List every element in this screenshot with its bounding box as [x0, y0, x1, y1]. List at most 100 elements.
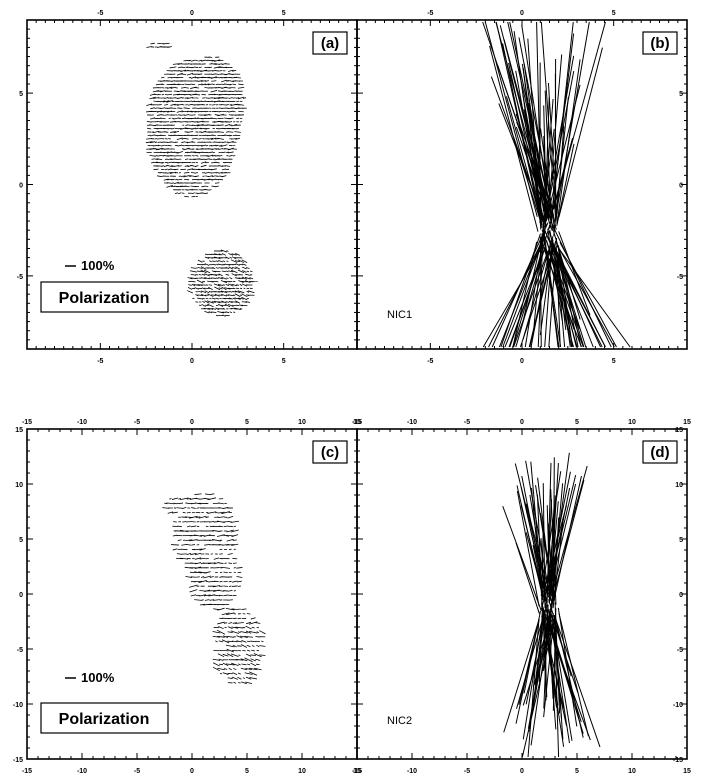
polarization-vector [145, 141, 153, 144]
polarization-vector [174, 158, 179, 160]
polarization-vector [236, 635, 243, 639]
polarization-vector [185, 575, 193, 579]
x-tick-label-top: -10 [77, 419, 87, 426]
polarization-vector [214, 110, 221, 113]
polarization-line [522, 240, 552, 340]
polarization-vector [246, 640, 251, 643]
x-tick-label-top: 5 [282, 10, 286, 17]
polarization-vector [189, 270, 197, 273]
polarization-line [555, 245, 561, 348]
polarization-map [162, 493, 266, 685]
polarization-vector [167, 93, 173, 96]
polarization-vector [204, 599, 210, 601]
polarization-vector [166, 164, 173, 168]
polarization-vector [153, 168, 159, 171]
polarization-vector [215, 185, 219, 188]
polarization-vector [226, 544, 235, 546]
polarization-vector [200, 114, 207, 116]
polarization-vector [226, 277, 229, 279]
x-tick-label-bottom: 10 [628, 768, 636, 775]
polarization-vector [231, 273, 237, 277]
polarization-vector [247, 663, 251, 666]
polarization-vector [177, 539, 182, 542]
polarization-line [556, 59, 581, 225]
polarization-vector [176, 103, 183, 106]
polarization-vector [231, 534, 239, 537]
polarization-vector [235, 626, 244, 629]
polarization-vector [246, 649, 251, 652]
polarization-vector [163, 110, 170, 113]
polarization-vector [164, 131, 169, 133]
polarization-line [556, 244, 615, 348]
polarization-vector [246, 290, 250, 293]
polarization-vector [253, 653, 262, 658]
polarization-vector [232, 580, 238, 583]
polarization-vector [230, 269, 238, 273]
x-tick-label-bottom: 15 [683, 768, 691, 775]
polarization-vector [204, 589, 211, 592]
polarization-vector [235, 253, 241, 256]
polarization-vector [231, 90, 237, 93]
polarization-vector [212, 599, 220, 601]
polarization-vector [236, 284, 240, 286]
polarization-vector [234, 307, 242, 311]
polarization-vector [161, 93, 165, 96]
polarization-vector [183, 175, 190, 178]
polarization-vector [200, 192, 207, 194]
polarization-line [532, 607, 547, 705]
polarization-vector [195, 165, 199, 167]
polarization-vector [226, 648, 234, 653]
polarization-vector [213, 97, 221, 99]
polarization-line [484, 21, 538, 217]
polarization-vector [203, 594, 211, 597]
polarization-vector [241, 640, 247, 643]
polarization-vector [226, 653, 234, 658]
polarization-vector [194, 493, 202, 495]
polarization-vector [235, 304, 240, 307]
polarization-vector [228, 73, 234, 76]
polarization-vector [215, 144, 219, 147]
polarization-vector [223, 590, 228, 592]
polarization-vector [231, 148, 237, 150]
scale-bar: 100% [65, 670, 115, 685]
polarization-vector [182, 511, 186, 514]
polarization-vector [209, 520, 215, 523]
polarization-vector [162, 100, 170, 103]
polarization-vector [222, 507, 229, 509]
polarization-vector [203, 269, 211, 274]
polarization-vector [152, 144, 160, 147]
polarization-vector [147, 134, 151, 137]
polarization-vector [187, 70, 193, 72]
y-tick-label: 10 [15, 482, 23, 489]
polarization-vector [242, 97, 247, 99]
polarization-vector [218, 273, 223, 277]
polarization-vector [194, 107, 200, 109]
polarization-vector [161, 165, 165, 167]
x-tick-label-bottom: -5 [427, 358, 433, 365]
polarization-vector [187, 110, 193, 113]
x-tick-label-bottom: 15 [353, 768, 361, 775]
polarization-vector [190, 525, 197, 528]
polarization-vector [235, 263, 240, 266]
polarization-vector [186, 131, 194, 133]
polarization-vector [245, 681, 253, 684]
polarization-vector [228, 300, 233, 304]
polarization-vector [177, 83, 182, 86]
polarization-vector [228, 154, 233, 157]
polarization-vector [246, 613, 251, 615]
polarization-vector [199, 557, 206, 560]
polarization-vector [231, 649, 238, 652]
polarization-line [542, 232, 560, 348]
polarization-vector [225, 644, 235, 648]
polarization-vector [161, 148, 165, 150]
polarization-vector [221, 175, 227, 178]
polarization-vector [225, 607, 235, 611]
polarization-vector [160, 107, 166, 110]
polarization-vector [237, 290, 245, 294]
polarization-vector [245, 676, 252, 680]
x-tick-label-top: -5 [427, 10, 433, 17]
polarization-line [527, 618, 540, 758]
polarization-vector [237, 96, 245, 100]
polarization-line [554, 602, 561, 714]
polarization-vector [204, 290, 210, 294]
